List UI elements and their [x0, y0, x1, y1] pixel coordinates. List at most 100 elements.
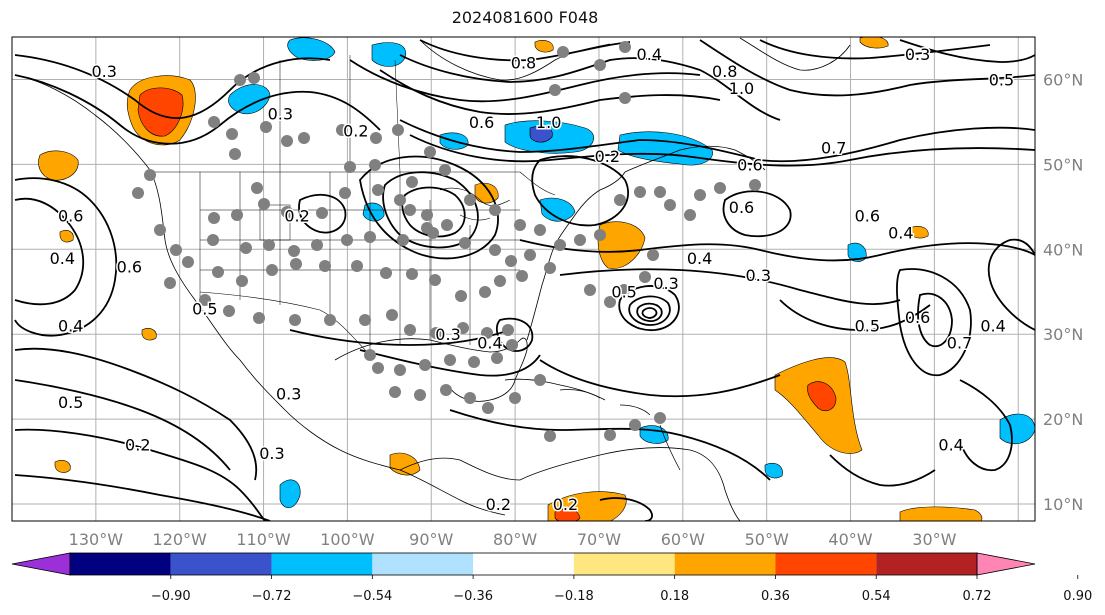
longitude-label: 120°W — [153, 530, 208, 549]
station-dot — [380, 267, 392, 279]
station-dot — [223, 305, 235, 317]
station-dot — [144, 169, 156, 181]
station-dot — [505, 255, 517, 267]
station-dot — [664, 199, 676, 211]
station-dot — [684, 209, 696, 221]
longitude-label: 60°W — [661, 530, 705, 549]
station-dot — [344, 161, 356, 173]
contour-line — [636, 302, 663, 322]
contour-line — [959, 379, 1013, 472]
station-dot — [392, 124, 404, 136]
station-dot — [639, 271, 651, 283]
contour-label: 0.5 — [989, 70, 1014, 89]
contour-label: 0.2 — [553, 495, 578, 514]
colorbar-tick-label: 0.72 — [963, 589, 992, 604]
station-dot — [481, 327, 493, 339]
station-dot — [260, 121, 272, 133]
station-dot — [311, 239, 323, 251]
us-mexico-border — [199, 291, 371, 356]
station-dot — [372, 362, 384, 374]
station-dot — [618, 284, 630, 296]
colorbar-segment — [674, 553, 776, 575]
station-dot — [604, 296, 616, 308]
station-dot — [263, 239, 275, 251]
station-dot — [289, 314, 301, 326]
contour-line — [722, 190, 792, 238]
colorbar-tick-label: −0.54 — [352, 589, 392, 604]
positive-anomaly-patch — [534, 40, 554, 53]
positive-anomaly-patch — [909, 226, 929, 239]
station-dot — [154, 224, 166, 236]
contour-label: 0.2 — [284, 206, 309, 225]
contour-label: 0.5 — [192, 300, 217, 319]
station-dot — [654, 412, 666, 424]
positive-anomaly-patch — [59, 230, 74, 243]
contour-label: 0.4 — [50, 249, 75, 268]
contour-label: 0.3 — [92, 62, 117, 81]
station-dot — [509, 392, 521, 404]
station-dot — [457, 322, 469, 334]
colorbar-segment — [271, 553, 373, 575]
latitude-label: 30°N — [1043, 325, 1083, 344]
contour-line — [896, 268, 972, 376]
longitude-label: 50°W — [745, 530, 789, 549]
station-dot — [226, 128, 238, 140]
positive-anomaly-patch — [38, 150, 79, 181]
contour-labels-layer: 0.30.30.20.20.60.81.00.40.81.00.70.60.20… — [48, 43, 1016, 515]
contour-line — [917, 292, 953, 348]
station-dot — [714, 182, 726, 194]
positive-anomaly-patch — [137, 87, 184, 137]
longitude-labels: 130°W 120°W 110°W 100°W 90°W 80°W 70°W 60°W 50°W… — [69, 530, 957, 549]
latitude-label: 50°N — [1043, 155, 1083, 174]
contour-label: 0.2 — [343, 121, 368, 140]
station-dot — [170, 244, 182, 256]
islands-caribbean — [559, 389, 681, 471]
contour-label: 1.0 — [536, 113, 561, 132]
contour-line — [899, 39, 1035, 63]
contour-label: 0.4 — [980, 317, 1005, 336]
east-coast — [526, 171, 626, 341]
station-dot — [316, 207, 328, 219]
station-dot — [281, 135, 293, 147]
station-dot — [386, 309, 398, 321]
station-dot — [584, 284, 596, 296]
coastlines-layer — [14, 37, 851, 521]
latitude-label: 40°N — [1043, 240, 1083, 259]
station-dot — [229, 148, 241, 160]
station-dot — [236, 275, 248, 287]
station-dot — [429, 274, 441, 286]
station-dot — [234, 74, 246, 86]
station-dot — [339, 187, 351, 199]
longitude-label: 130°W — [69, 530, 124, 549]
station-dot — [319, 260, 331, 272]
contour-label: 0.6 — [737, 155, 762, 174]
station-dot — [182, 256, 194, 268]
colorbar-tick-label: 0.54 — [862, 589, 891, 604]
canada-provinces — [279, 55, 401, 173]
station-dot — [164, 277, 176, 289]
contour-label: 0.7 — [821, 138, 846, 157]
map-title: 2024081600 F048 — [451, 8, 599, 27]
station-dot — [288, 245, 300, 257]
contour-label: 0.5 — [611, 283, 636, 302]
central-america-coast — [399, 457, 521, 481]
station-dot — [406, 176, 418, 188]
negative-anomaly-patch — [764, 462, 783, 479]
station-dot — [619, 92, 631, 104]
colorbar-segment — [473, 553, 574, 575]
colorbar-tick-label: −0.36 — [453, 589, 493, 604]
station-dot — [439, 164, 451, 176]
station-dot — [647, 249, 659, 261]
contour-line — [987, 238, 1035, 331]
contour-line — [539, 359, 781, 398]
station-dot — [207, 234, 219, 246]
station-dot — [427, 227, 439, 239]
contour-line — [401, 186, 466, 238]
station-dot — [372, 184, 384, 196]
contour-label: 0.2 — [486, 495, 511, 514]
colorbar-tick-label: −0.18 — [554, 589, 594, 604]
contour-label: 0.5 — [855, 317, 880, 336]
contour-line — [14, 54, 331, 119]
station-dot — [406, 268, 418, 280]
station-dot — [468, 356, 480, 368]
